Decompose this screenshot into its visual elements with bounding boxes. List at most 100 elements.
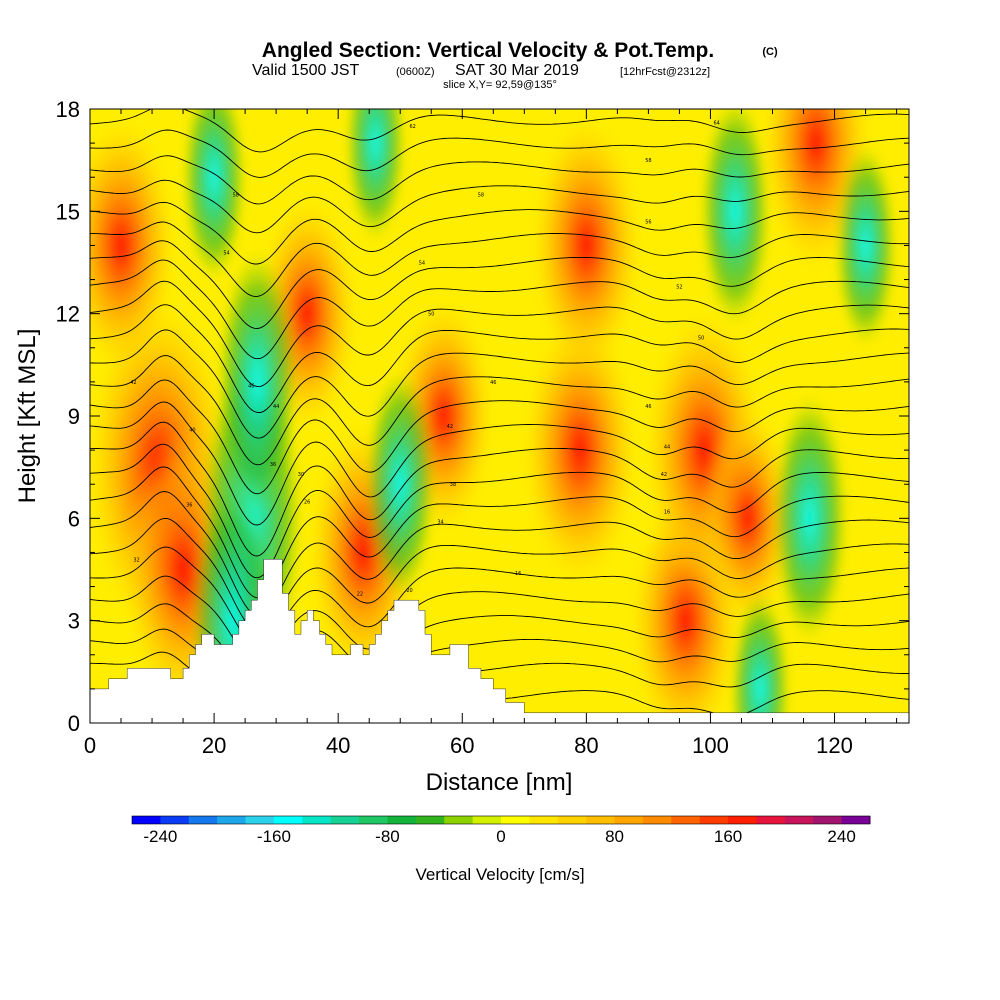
isentrope-line: [90, 401, 909, 526]
isentrope-line: [90, 355, 909, 466]
isentrope-contours: [90, 109, 909, 723]
contour-label: 34: [437, 520, 443, 526]
x-tick-label: 40: [326, 733, 350, 758]
contour-label: 58: [478, 192, 484, 198]
x-tick-label: 100: [692, 733, 729, 758]
colorbar-swatch: [784, 816, 814, 824]
contour-label: 56: [645, 220, 651, 226]
colorbar-tick-label: 0: [496, 827, 505, 846]
isentrope-line: [90, 379, 909, 495]
y-tick-label: 15: [56, 199, 80, 224]
colorbar-swatch: [132, 816, 161, 824]
y-axis-label: Height [Kft MSL]: [14, 329, 41, 504]
contour-labels: 42 40 36 32 58 54 46 44 36 30 26 22 20 62 58 54 50 46 42 38…: [130, 121, 720, 598]
slice-info: slice X,Y= 92,59@135°: [443, 79, 557, 91]
colorbar-ticks: -240 -160 -80 0 80 160 240: [143, 827, 855, 846]
updraft-core: [90, 119, 175, 372]
contour-label: 54: [419, 261, 425, 267]
contour-label: 64: [713, 121, 719, 127]
isentrope-line: [90, 517, 909, 632]
colorbar-swatch: [501, 816, 530, 824]
x-axis-label: Distance [nm]: [426, 769, 573, 796]
colorbar-swatch: [359, 816, 388, 824]
colorbar-swatch: [273, 816, 303, 824]
colorbar-swatch: [586, 816, 616, 824]
contour-label: 62: [409, 124, 415, 130]
colorbar-swatch: [330, 816, 360, 824]
valid-zulu: (0600Z): [396, 66, 435, 78]
colorbar-frame: [131, 815, 871, 825]
plot-area: 42 40 36 32 58 54 46 44 36 30 26 22 20 62 58 54 50 46 42 38…: [90, 109, 909, 723]
updraft-core: [533, 119, 640, 372]
y-axis: 0 36 9 12 15 18: [56, 97, 909, 736]
valid-time: Valid 1500 JST: [252, 62, 360, 79]
x-tick-label: 0: [84, 733, 96, 758]
x-axis: 0 20 40 60 80 100 120: [84, 109, 898, 758]
colorbar-tick-label: -160: [257, 827, 291, 846]
contour-label: 42: [447, 424, 453, 430]
colorbar-tick-label: 160: [714, 827, 742, 846]
colorbar-swatch: [245, 816, 275, 824]
isentrope-line: [90, 259, 909, 360]
terrain: [90, 559, 909, 723]
downdraft-core: [772, 394, 847, 642]
colorbar-swatch: [217, 816, 247, 824]
contour-label: 46: [248, 383, 254, 389]
isentrope-line: [90, 304, 909, 414]
isentrope-line: [90, 240, 909, 329]
contour-label: 38: [450, 482, 456, 488]
downdraft-core: [346, 109, 405, 241]
contour-label: 16: [664, 510, 670, 516]
y-tick-label: 3: [68, 609, 80, 634]
isentrope-line: [90, 491, 909, 616]
contour-label: 42: [130, 380, 136, 386]
y-tick-label: 9: [68, 404, 80, 429]
contour-label: 36: [186, 503, 192, 509]
colorbar-tick-label: 80: [605, 827, 624, 846]
colorbar-swatch: [813, 816, 843, 824]
y-tick-label: 18: [56, 97, 80, 122]
contour-label: 46: [490, 380, 496, 386]
forecast-info: [12hrFcst@2312z]: [620, 66, 710, 78]
colorbar-swatch: [841, 816, 871, 824]
colorbar-swatch: [529, 816, 559, 824]
downdraft-core: [366, 369, 435, 600]
contour-label: 46: [645, 404, 651, 410]
downdraft-core: [835, 144, 896, 347]
contour-label: 16: [515, 571, 521, 577]
colorbar-swatch: [642, 816, 672, 824]
copyright-mark: (C): [762, 46, 778, 58]
isentrope-line: [90, 546, 909, 647]
colorbar-swatch: [699, 816, 729, 824]
contour-label: 22: [357, 591, 363, 597]
isentrope-line: [90, 280, 909, 388]
colorbar-swatch: [756, 816, 786, 824]
isentrope-line: [90, 466, 909, 599]
colorbar-swatch: [728, 816, 757, 824]
downdraft-core: [731, 591, 789, 723]
isentrope-line: [90, 201, 909, 265]
y-tick-label: 12: [56, 302, 80, 327]
contour-label: 44: [273, 404, 279, 410]
contour-label: 50: [428, 312, 434, 318]
colorbar-swatch: [614, 816, 644, 824]
contour-label: 44: [664, 445, 670, 451]
isentrope-line: [90, 221, 909, 297]
colorbar-swatch: [557, 816, 587, 824]
isentrope-line: [90, 421, 909, 557]
colorbar-swatch: [472, 816, 502, 824]
contour-label: 30: [298, 472, 304, 478]
colorbar-swatch: [415, 816, 445, 824]
x-tick-label: 60: [450, 733, 474, 758]
y-tick-label: 0: [68, 711, 80, 736]
isentrope-line: [90, 329, 909, 439]
contour-label: 26: [304, 499, 310, 505]
contour-label: 32: [133, 557, 139, 563]
colorbar-tick-label: 240: [827, 827, 855, 846]
contour-label: 58: [233, 192, 239, 198]
colorbar-swatch: [302, 816, 332, 824]
x-tick-label: 80: [574, 733, 598, 758]
contour-label: 36: [270, 462, 276, 468]
colorbar-swatch: [444, 816, 474, 824]
